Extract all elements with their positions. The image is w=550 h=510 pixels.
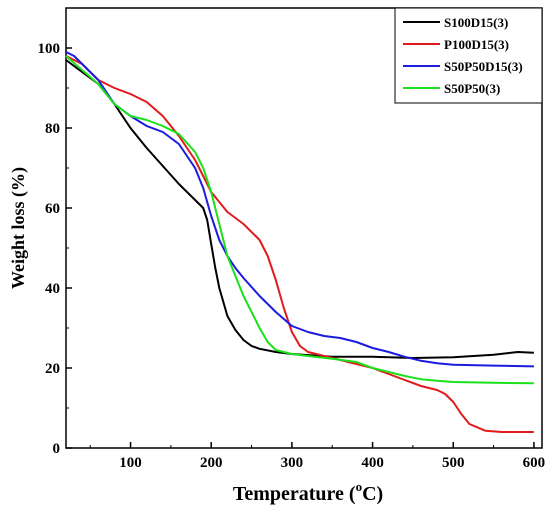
- series-line-2: [65, 55, 534, 433]
- series-lines: [65, 51, 534, 433]
- legend-label-1: S100D15(3): [444, 15, 508, 30]
- x-tick-label: 500: [442, 455, 465, 471]
- x-tick-label: 100: [119, 455, 142, 471]
- y-tick-label: 20: [45, 361, 60, 377]
- axis-ticks: 100 200 300 400 500 600 0 20 40 60 80 100: [38, 7, 546, 471]
- x-tick-label: 600: [523, 455, 546, 471]
- legend-label-4: S50P50(3): [444, 81, 500, 96]
- x-axis-title: Temperature (oC): [233, 479, 383, 505]
- plot-frame: [65, 7, 543, 449]
- y-tick-label: 40: [45, 281, 60, 297]
- y-tick-label: 60: [45, 201, 60, 217]
- y-tick-label: 100: [38, 41, 61, 57]
- legend-label-3: S50P50D15(3): [444, 59, 523, 74]
- legend-label-2: P100D15(3): [444, 37, 509, 52]
- x-tick-label: 300: [281, 455, 304, 471]
- y-axis-title: Weight loss (%): [8, 167, 29, 289]
- x-tick-label: 400: [361, 455, 384, 471]
- series-line-1: [65, 59, 534, 359]
- y-tick-label: 80: [45, 121, 60, 137]
- series-line-4: [65, 55, 534, 385]
- y-tick-label: 0: [53, 441, 61, 457]
- x-tick-label: 200: [200, 455, 223, 471]
- legend: S100D15(3) P100D15(3) S50P50D15(3) S50P50(3…: [394, 7, 543, 104]
